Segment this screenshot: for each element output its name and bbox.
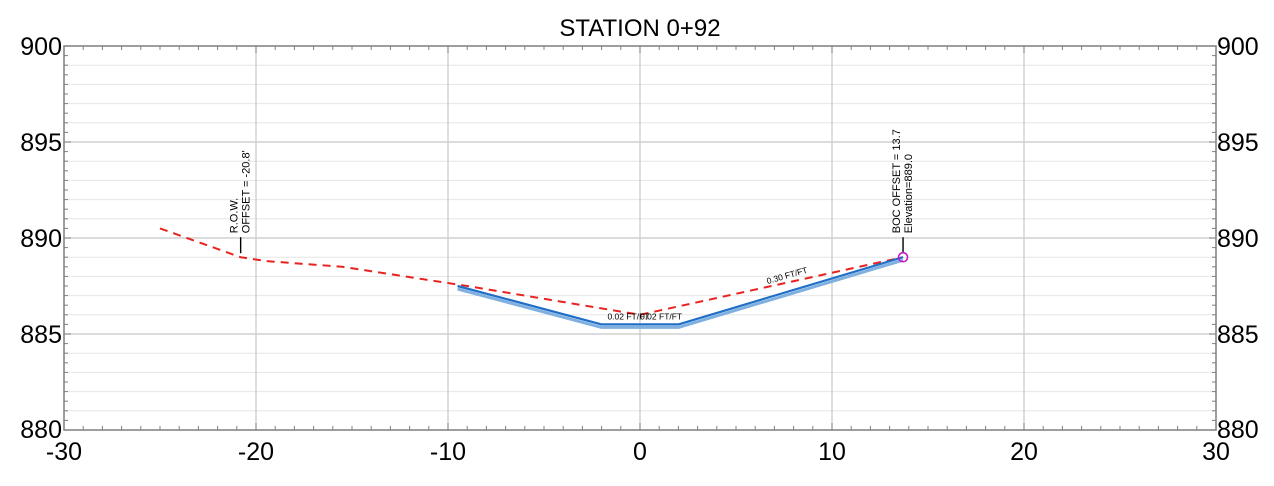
- chart-title: STATION 0+92: [559, 15, 720, 42]
- y-tick-label-left: 890: [20, 225, 62, 253]
- proposed-section-line: [457, 256, 904, 326]
- x-tick-label: -30: [46, 438, 82, 466]
- y-tick-label-left: 880: [20, 416, 62, 444]
- y-tick-label-left: 900: [20, 33, 62, 61]
- slope-label: 0.02 FT/FT: [640, 312, 682, 322]
- gridlines: [64, 46, 1216, 430]
- x-tick-label: -10: [430, 438, 466, 466]
- annotations: R.O.W. OFFSET = -20.8' BOC OFFSET = 13.7 El…: [229, 129, 915, 321]
- row-annotation: R.O.W. OFFSET = -20.8': [229, 150, 253, 254]
- slope-label: 0.30 FT/FT: [765, 265, 808, 286]
- annotation-text: OFFSET = -20.8': [241, 150, 253, 233]
- y-tick-label-right: 895: [1217, 129, 1259, 157]
- existing-ground-line: [159, 227, 904, 316]
- y-tick-label-right: 900: [1217, 33, 1259, 61]
- x-tick-label: -20: [238, 438, 274, 466]
- y-tick-label-right: 890: [1217, 225, 1259, 253]
- annotation-text: Elevation=889.0: [903, 154, 915, 233]
- y-tick-label-right: 885: [1217, 321, 1259, 349]
- annotation-text: R.O.W.: [229, 198, 241, 233]
- proposed-section-base-line: [457, 258, 904, 329]
- boc-annotation: BOC OFFSET = 13.7 Elevation=889.0: [891, 129, 915, 263]
- x-tick-label: 20: [1010, 438, 1038, 466]
- boc-marker: [897, 251, 909, 263]
- y-tick-label-left: 895: [20, 129, 62, 157]
- y-tick-label-right: 880: [1217, 416, 1259, 444]
- x-tick-label: 30: [1202, 438, 1230, 466]
- slope-label: 0.02 FT/FT: [607, 312, 649, 322]
- series-layer: [159, 227, 904, 329]
- annotation-text: BOC OFFSET = 13.7: [891, 129, 903, 233]
- x-tick-label: 10: [818, 438, 846, 466]
- x-tick-label: 0: [633, 438, 647, 466]
- y-tick-label-left: 885: [20, 321, 62, 349]
